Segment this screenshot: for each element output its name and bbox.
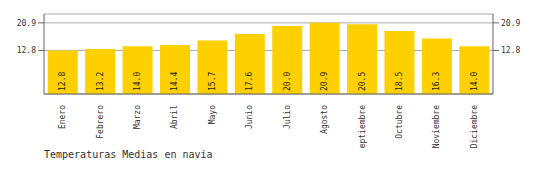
html-text:Temperaturas Medias en navia: Temperaturas Medias en navia xyxy=(44,149,213,160)
svg-text:Febrero: Febrero xyxy=(96,105,105,139)
svg-text:13.2: 13.2 xyxy=(96,72,105,91)
svg-text:12.8: 12.8 xyxy=(501,46,520,55)
svg-text:Septiembre: Septiembre xyxy=(358,105,367,148)
svg-text:Marzo: Marzo xyxy=(133,105,142,129)
svg-text:12.8: 12.8 xyxy=(58,72,67,91)
svg-text:Enero: Enero xyxy=(58,105,67,129)
svg-text:15.7: 15.7 xyxy=(208,72,217,91)
svg-text:Julio: Julio xyxy=(283,105,292,129)
svg-text:14.0: 14.0 xyxy=(133,72,142,91)
svg-text:14.4: 14.4 xyxy=(170,72,179,91)
svg-text:20.9: 20.9 xyxy=(17,19,36,28)
svg-text:Noviembre: Noviembre xyxy=(432,105,441,148)
svg-text:Mayo: Mayo xyxy=(208,105,217,124)
svg-text:20.9: 20.9 xyxy=(320,72,329,91)
svg-text:16.3: 16.3 xyxy=(432,72,441,91)
svg-text:Diciembre: Diciembre xyxy=(470,105,479,148)
svg-text:12.8: 12.8 xyxy=(17,46,36,55)
svg-text:Octubre: Octubre xyxy=(395,105,404,139)
svg-text:14.0: 14.0 xyxy=(470,72,479,91)
svg-text:Agosto: Agosto xyxy=(320,105,329,134)
svg-text:20.0: 20.0 xyxy=(283,72,292,91)
svg-text:20.5: 20.5 xyxy=(358,72,367,91)
svg-text:18.5: 18.5 xyxy=(395,72,404,91)
svg-text:Junio: Junio xyxy=(245,105,254,129)
svg-text:20.9: 20.9 xyxy=(501,19,520,28)
svg-text:Abril: Abril xyxy=(170,105,179,129)
svg-text:17.6: 17.6 xyxy=(245,72,254,91)
